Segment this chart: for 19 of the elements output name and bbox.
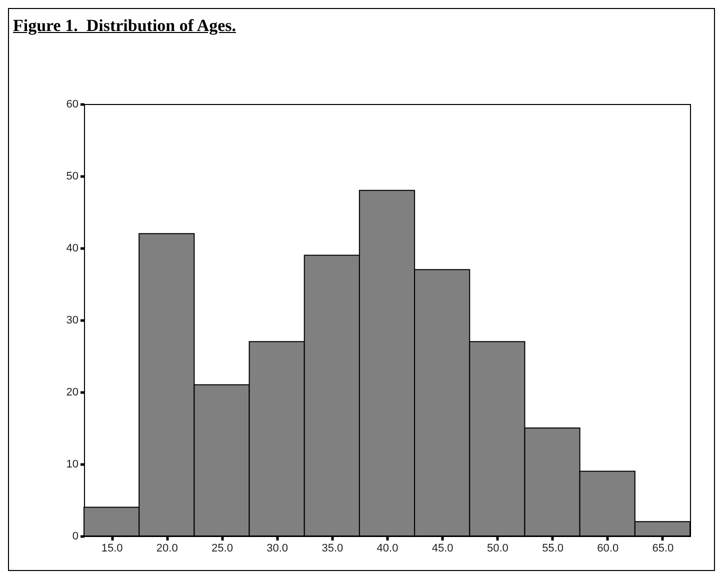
x-tick-label: 60.0 bbox=[597, 542, 619, 554]
x-tick-label: 65.0 bbox=[652, 542, 674, 554]
y-tick-label: 40 bbox=[66, 242, 78, 254]
x-tick-label: 40.0 bbox=[376, 542, 398, 554]
y-tick-label: 0 bbox=[72, 530, 78, 542]
y-tick-label: 20 bbox=[66, 386, 78, 398]
x-tick-label: 25.0 bbox=[212, 542, 233, 554]
x-tick-label: 55.0 bbox=[542, 542, 564, 554]
y-tick-label: 50 bbox=[66, 170, 78, 182]
y-tick-label: 60 bbox=[66, 98, 78, 110]
y-tick-label: 30 bbox=[66, 314, 78, 326]
x-tick-label: 50.0 bbox=[486, 542, 508, 554]
x-tick-label: 45.0 bbox=[432, 542, 454, 554]
x-tick-label: 35.0 bbox=[322, 542, 344, 554]
x-tick-label: 15.0 bbox=[101, 542, 123, 554]
x-tick-label: 30.0 bbox=[266, 542, 288, 554]
x-tick-label: 20.0 bbox=[156, 542, 178, 554]
y-tick-label: 10 bbox=[66, 458, 78, 470]
chart-title: Figure 1. Distribution of Ages. bbox=[13, 16, 236, 36]
